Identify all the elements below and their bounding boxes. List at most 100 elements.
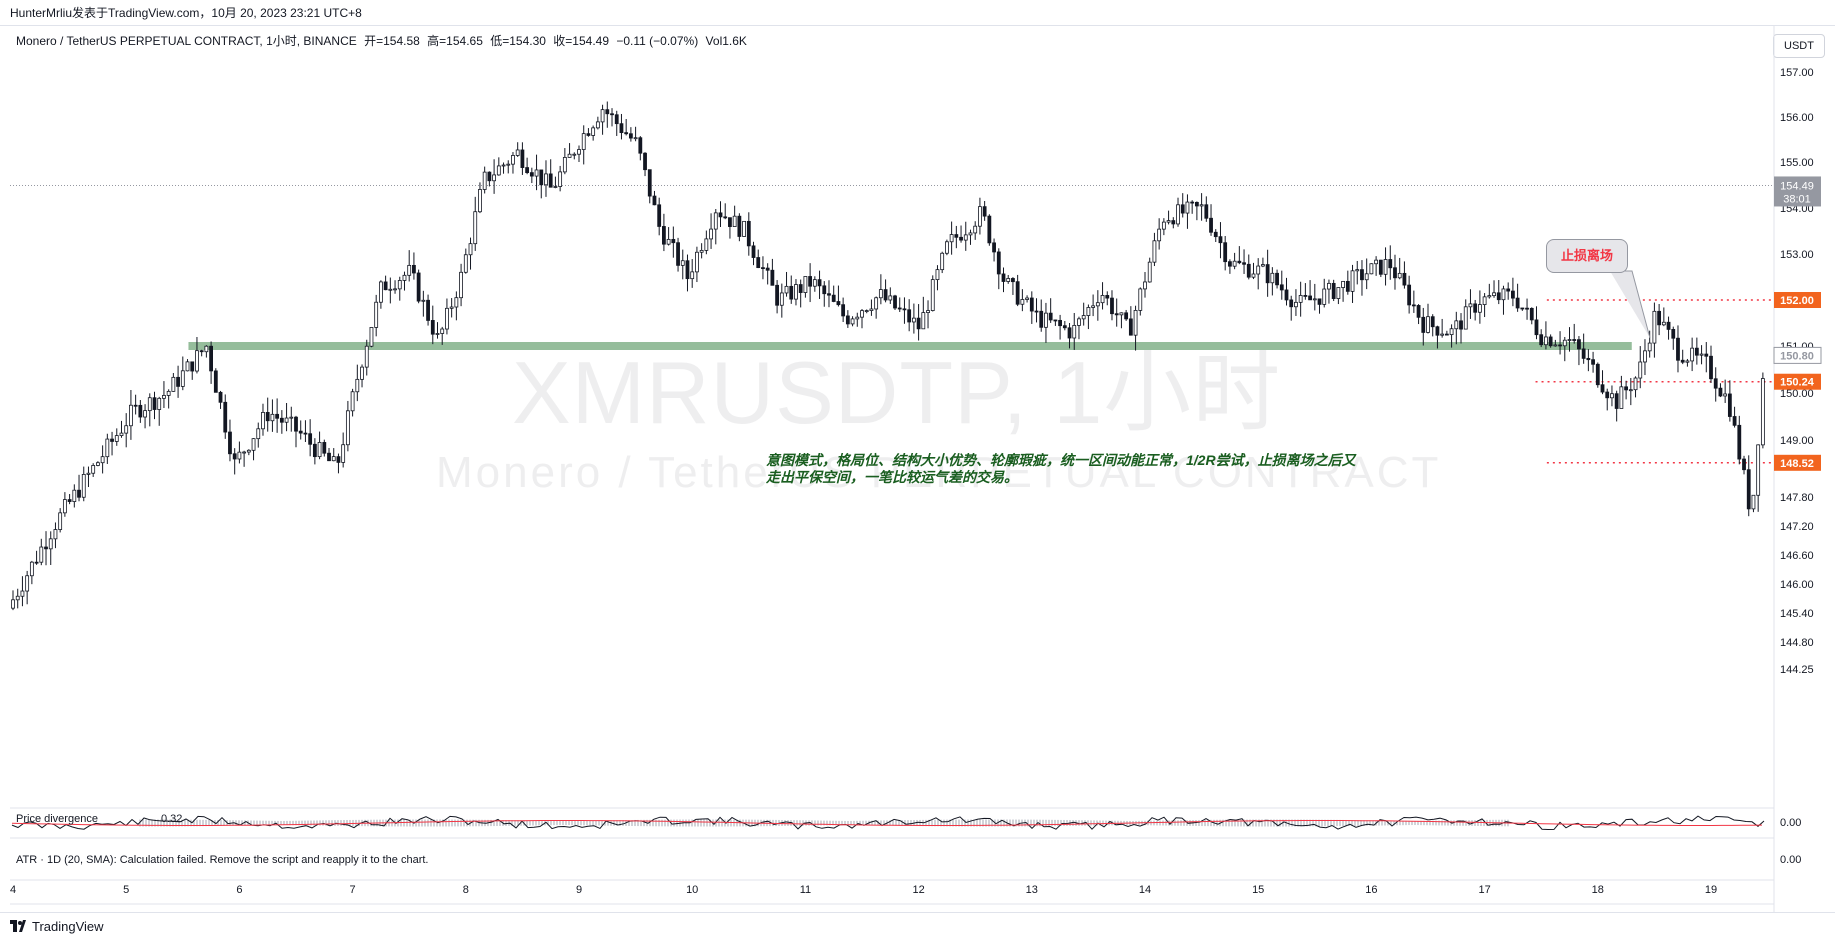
price-levels[interactable] <box>1535 299 1774 464</box>
candle-body <box>345 410 350 446</box>
support-band <box>188 342 1632 350</box>
candle-body <box>1374 259 1379 265</box>
candle-body <box>1001 273 1006 282</box>
candle-body <box>1209 217 1213 233</box>
candle-body <box>1114 313 1119 316</box>
candle-body <box>1567 339 1572 341</box>
legend-symbol[interactable]: Monero / TetherUS PERPETUAL CONTRACT, 1小… <box>16 34 357 48</box>
time-tick-label: 8 <box>463 884 469 896</box>
candle-body <box>1468 303 1473 308</box>
candle-body <box>1011 278 1015 283</box>
trade-note[interactable]: 意图模式，格局位、结构大小优势、轮廓瑕疵，统一区间动能正常，1/2R尝试，止损离… <box>766 452 1356 485</box>
candle-body <box>1190 201 1195 204</box>
candle-body <box>756 257 761 269</box>
price-tick-label: 146.00 <box>1780 579 1814 591</box>
candle-body <box>58 512 63 530</box>
candle-body <box>1124 312 1129 320</box>
candle-body <box>1161 221 1166 230</box>
candle-body <box>492 174 497 182</box>
candle-body <box>1138 288 1143 311</box>
time-tick-label: 11 <box>800 884 811 896</box>
candle-body <box>676 242 680 266</box>
atr-indicator-error[interactable]: ATR · 1D (20, SMA): Calculation failed. … <box>16 854 429 866</box>
stop-loss-callout[interactable]: 止损离场 <box>1546 239 1628 273</box>
price-tick-label: 155.00 <box>1780 157 1814 169</box>
candle-body <box>911 317 916 323</box>
candle-body <box>322 442 327 454</box>
candle-body <box>605 109 610 115</box>
candle-body <box>1742 458 1746 471</box>
candle-body <box>1053 319 1058 322</box>
time-tick-label: 7 <box>350 884 356 896</box>
candle-body <box>1694 347 1699 356</box>
candle-body <box>1572 339 1577 341</box>
time-axis[interactable]: 4 5 6 7 8 9 10 11 12 13 14 15 16 17 18 19 <box>10 884 1717 896</box>
candle-body <box>1265 264 1270 284</box>
candle-body <box>586 133 591 136</box>
candle-body <box>430 320 435 335</box>
candle-body <box>397 280 402 290</box>
candle-body <box>553 186 558 188</box>
candle-body <box>1581 348 1586 359</box>
candle-body <box>600 109 605 123</box>
price-chart[interactable]: 157.00156.00155.00154.00153.00152.00151.… <box>0 26 1835 912</box>
grey-price-badge-text: 150.80 <box>1780 350 1814 362</box>
symbol-legend: Monero / TetherUS PERPETUAL CONTRACT, 1小… <box>16 32 751 49</box>
candle-body <box>1760 378 1765 446</box>
price-axis[interactable]: 157.00156.00155.00154.00153.00152.00151.… <box>1780 67 1814 676</box>
candle-body <box>336 456 341 463</box>
candle-body <box>1529 307 1534 321</box>
candle-body <box>1723 393 1728 397</box>
candle-body <box>129 404 133 427</box>
candle-body <box>421 299 426 302</box>
candle-body <box>614 114 619 125</box>
candle-body <box>1628 389 1633 392</box>
candle-body <box>850 318 855 325</box>
candle-body <box>1638 361 1643 379</box>
price-divergence-legend[interactable]: Price divergence 0.32 <box>16 813 182 825</box>
atr-axis-value: 0.00 <box>1780 854 1802 866</box>
candle-body <box>737 215 742 237</box>
candle-body <box>81 474 86 498</box>
candle-body <box>1147 261 1152 283</box>
candle-body <box>1345 280 1350 292</box>
candle-body <box>647 169 652 197</box>
candle-body <box>1223 242 1228 263</box>
candle-body <box>817 279 822 287</box>
candle-body <box>680 260 685 266</box>
candle-body <box>982 206 987 217</box>
candle-body <box>539 169 544 186</box>
candle-body <box>949 234 954 243</box>
candle-body <box>1487 295 1492 298</box>
candle-body <box>973 225 978 234</box>
candle-body <box>1204 204 1209 219</box>
candle-body <box>1091 305 1096 308</box>
candle-body <box>1435 326 1440 336</box>
level-badge-text: 150.24 <box>1780 377 1815 389</box>
candle-body <box>1133 310 1138 336</box>
candle-body <box>171 376 176 392</box>
candle-body <box>558 171 563 187</box>
candle-body <box>1199 204 1204 207</box>
candle-body <box>1515 297 1520 309</box>
time-tick-label: 10 <box>686 884 698 896</box>
candle-body <box>100 456 105 464</box>
candle-body <box>860 310 864 318</box>
candle-body <box>761 267 765 270</box>
candle-body <box>275 413 280 419</box>
candle-body <box>39 546 44 563</box>
candle-body <box>1614 393 1619 409</box>
candle-body <box>355 378 360 393</box>
candle-body <box>1044 312 1048 328</box>
candle-body <box>506 163 511 166</box>
candle-body <box>1237 260 1242 264</box>
time-tick-label: 5 <box>123 884 129 896</box>
candle-body <box>515 149 520 156</box>
candle-body <box>15 595 20 601</box>
currency-button[interactable]: USDT <box>1773 34 1825 58</box>
candle-body <box>945 241 949 254</box>
candle-body <box>775 284 779 306</box>
candle-body <box>459 271 463 299</box>
candle-body <box>1699 353 1704 356</box>
